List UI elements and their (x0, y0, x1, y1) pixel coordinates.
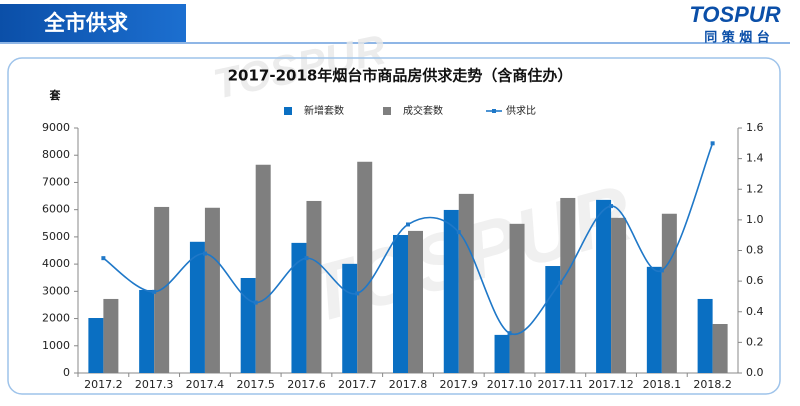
y2-tick-label: 0.2 (746, 335, 764, 348)
ratio-marker (253, 300, 258, 305)
bar (357, 161, 373, 373)
legend-label: 供求比 (506, 104, 536, 117)
bar (560, 197, 576, 373)
x-tick-label: 2017.9 (440, 378, 479, 391)
bar (545, 266, 561, 373)
y2-tick-label: 0.4 (746, 305, 764, 318)
y-axis-label: 套 (50, 88, 62, 102)
ratio-marker (609, 204, 614, 209)
ratio-marker (152, 289, 157, 294)
bar (204, 207, 220, 373)
ratio-marker (659, 268, 664, 273)
ratio-marker (355, 291, 360, 296)
x-tick-label: 2017.4 (186, 378, 225, 391)
y-tick-label: 5000 (42, 230, 70, 243)
y2-tick-label: 1.0 (746, 213, 764, 226)
bar (291, 242, 307, 373)
x-tick-label: 2017.6 (287, 378, 326, 391)
bar (611, 217, 627, 373)
x-tick-label: 2018.2 (693, 378, 732, 391)
bar (139, 289, 155, 373)
legend-label: 成交套数 (403, 104, 443, 117)
y2-tick-label: 0.8 (746, 244, 764, 257)
plot: 0 1000 2000 3000 4000 5000 6000 7000 8000 9000 0.0… (42, 104, 764, 391)
x-tick-label: 2017.10 (487, 378, 533, 391)
x-tick-label: 2017.5 (236, 378, 275, 391)
bar (103, 298, 119, 373)
bar (306, 200, 322, 373)
bar (443, 209, 459, 373)
y-tick-label: 3000 (42, 284, 70, 297)
y2-tick-label: 1.6 (746, 121, 764, 134)
y-tick-label: 9000 (42, 121, 70, 134)
ratio-marker (406, 222, 410, 227)
header-rule (0, 42, 790, 44)
ratio-marker (558, 280, 563, 285)
y-tick-label: 2000 (42, 312, 70, 325)
bar (393, 234, 408, 373)
ratio-marker (456, 230, 461, 235)
ratio-marker (304, 256, 309, 261)
bar (458, 193, 474, 373)
bar (408, 230, 423, 373)
x-tick-label: 2017.3 (135, 378, 174, 391)
legend-swatch (383, 107, 391, 115)
ratio-marker (507, 331, 512, 336)
header-banner (0, 4, 186, 42)
y2-tick-label: 1.4 (746, 152, 764, 165)
y2-tick-label: 0.6 (746, 274, 764, 287)
x-tick-label: 2017.2 (84, 378, 123, 391)
ratio-marker (202, 251, 207, 256)
y2-tick-label: 0.0 (746, 366, 764, 379)
x-tick-label: 2017.7 (338, 378, 377, 391)
y-tick-label: 7000 (42, 175, 70, 188)
ratio-marker (101, 256, 106, 261)
y-tick-label: 8000 (42, 148, 70, 161)
bar (596, 199, 612, 373)
x-tick-label: 2017.8 (389, 378, 428, 391)
y-tick-label: 6000 (42, 203, 70, 216)
y-tick-label: 1000 (42, 339, 70, 352)
brand-subtitle: 同 策 烟 台 (704, 30, 770, 46)
ratio-marker (710, 141, 715, 146)
bar (189, 241, 205, 373)
y2-tick-label: 1.2 (746, 182, 764, 195)
y-tick-label: 0 (63, 366, 70, 379)
x-tick-label: 2017.11 (538, 378, 584, 391)
legend-label: 新增套数 (304, 104, 344, 117)
x-tick-label: 2018.1 (643, 378, 682, 391)
chart-frame (7, 57, 781, 395)
bar (88, 318, 104, 373)
bar (494, 334, 510, 373)
legend-swatch (284, 107, 292, 115)
ratio-line (102, 143, 714, 336)
bar (697, 298, 713, 373)
bar (712, 324, 728, 373)
legend-swatch (492, 109, 496, 113)
header-title: 全市供求 (43, 11, 128, 35)
bar (509, 223, 525, 373)
bar (342, 263, 358, 373)
bar (646, 266, 662, 373)
brand-name: TOSPUR (689, 2, 780, 27)
y-tick-label: 4000 (42, 257, 70, 270)
bar (661, 213, 677, 373)
chart-title: 2017-2018年烟台市商品房供求走势（含商住办） (228, 67, 573, 85)
x-tick-label: 2017.12 (588, 378, 634, 391)
bar (255, 164, 271, 373)
bar (240, 277, 256, 373)
